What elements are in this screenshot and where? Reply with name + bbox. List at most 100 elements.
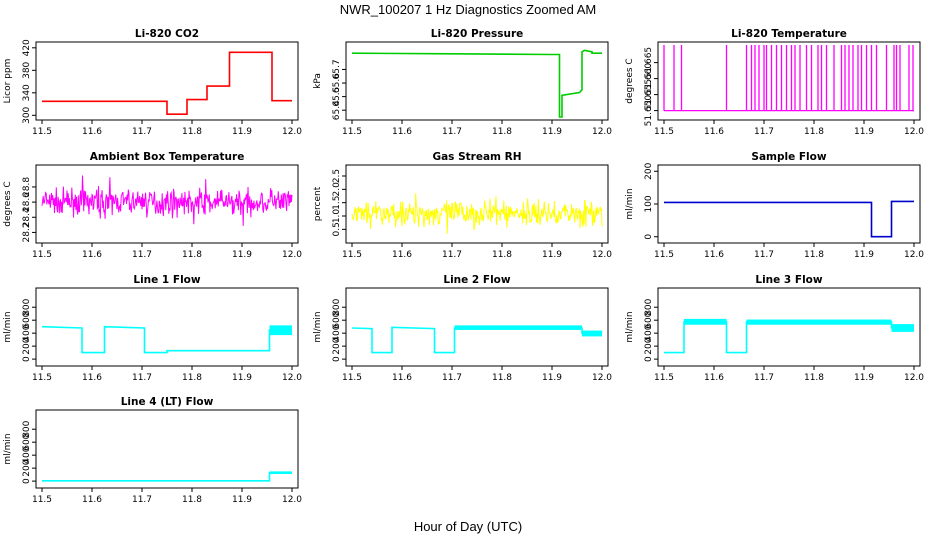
x-tick-label: 11.7 [442,127,462,137]
x-tick-label: 11.6 [704,373,724,383]
panel-9: Line 3 Flow 11.5 11.6 11.7 11.8 11.9 12.0 0 2004… [625,274,924,383]
y-axis-label: ml/min [625,311,635,342]
y-tick-label: 200 [332,337,342,354]
x-tick-label: 11.6 [392,250,412,260]
x-tick-label: 11.9 [542,373,562,383]
x-tick-label: 11.6 [704,250,724,260]
panel-title: Gas Stream RH [432,151,521,163]
panel-1: Li-820 CO2 11.5 11.6 11.7 11.8 11.9 12.0 300 340… [3,28,302,137]
data-line [351,49,602,118]
y-tick-label: 65.6 [332,73,342,93]
x-tick-label: 11.5 [32,495,52,505]
y-tick-label: 300 [22,106,32,123]
y-tick-label: 600 [644,311,654,328]
x-tick-label: 11.5 [654,373,674,383]
x-tick-label: 11.7 [132,127,152,137]
x-tick-label: 11.6 [392,127,412,137]
x-tick-label: 11.6 [82,250,102,260]
panel-8: Line 2 Flow 11.5 11.6 11.7 11.8 11.9 12.0 0 2004… [313,274,612,383]
y-tick-label: 0 [22,356,32,362]
panel-10: Line 4 (LT) Flow 11.5 11.6 11.7 11.8 11.9 12.0… [3,396,302,505]
x-tick-label: 11.6 [704,127,724,137]
y-axis-label: ml/min [625,188,635,219]
data-line [42,471,292,482]
x-tick-label: 11.7 [442,373,462,383]
x-tick-label: 11.8 [182,373,202,383]
plot-frame [657,41,921,121]
y-tick-label: 28.8 [22,177,32,197]
x-tick-label: 11.7 [132,373,152,383]
figure-x-axis-label: Hour of Day (UTC) [414,519,522,534]
y-tick-label: 51.665 [644,47,654,79]
panel-title: Line 2 Flow [443,274,510,286]
figure-title: NWR_100207 1 Hz Diagnostics Zoomed AM [340,2,597,17]
x-tick-label: 11.6 [82,127,102,137]
data-line [664,320,914,354]
x-tick-label: 11.7 [754,373,774,383]
x-tick-label: 12.0 [904,250,924,260]
y-tick-label: 0 [644,234,654,240]
x-tick-label: 11.7 [132,495,152,505]
x-tick-label: 11.5 [32,373,52,383]
y-tick-label: 400 [22,324,32,341]
y-axis-label: ml/min [3,433,13,464]
x-tick-label: 11.5 [342,127,362,137]
x-tick-label: 12.0 [282,495,302,505]
y-tick-label: 0 [332,356,342,362]
panel-title: Sample Flow [751,151,826,163]
y-tick-label: 600 [22,311,32,328]
x-tick-label: 12.0 [592,127,612,137]
x-tick-label: 11.8 [182,495,202,505]
y-axis-label: ml/min [313,311,323,342]
panel-title: Li-820 Pressure [431,28,524,40]
x-tick-label: 12.0 [904,127,924,137]
y-tick-label: 28.2 [22,222,32,242]
y-tick-label: 400 [22,446,32,463]
panel-title: Line 1 Flow [133,274,200,286]
y-tick-label: 28.6 [22,192,32,212]
panel-title: Ambient Box Temperature [90,151,245,163]
y-tick-label: 1.5 [332,196,342,210]
y-tick-label: 65.5 [332,87,342,107]
x-tick-label: 11.5 [342,250,362,260]
panel-2: Li-820 Pressure 11.5 11.6 11.7 11.8 11.9 12.0 6… [313,28,612,137]
x-tick-label: 11.8 [492,250,512,260]
plot-frame [657,287,921,367]
panel-title: Line 4 (LT) Flow [121,396,214,408]
x-tick-label: 12.0 [592,373,612,383]
panel-6: Sample Flow 11.5 11.6 11.7 11.8 11.9 12.0 0 100 2… [625,151,924,260]
x-tick-label: 11.6 [82,373,102,383]
x-tick-label: 11.7 [754,250,774,260]
plot-frame [35,41,299,121]
x-tick-label: 11.9 [854,373,874,383]
data-line [351,193,603,234]
y-tick-label: 420 [22,39,32,56]
y-axis-label: percent [313,186,323,221]
y-tick-label: 400 [644,324,654,341]
x-tick-label: 11.8 [804,127,824,137]
data-line [42,51,292,115]
y-tick-label: 0 [644,356,654,362]
data-line [351,326,602,354]
x-tick-label: 11.8 [492,127,512,137]
y-tick-label: 1.0 [332,209,342,224]
x-tick-label: 11.9 [854,250,874,260]
y-tick-label: 800 [22,420,32,437]
x-tick-label: 11.7 [132,250,152,260]
data-line [41,175,293,226]
x-tick-label: 11.9 [232,495,252,505]
y-tick-label: 800 [22,298,32,315]
x-tick-label: 11.6 [392,373,412,383]
y-tick-label: 600 [22,433,32,450]
x-tick-label: 11.5 [342,373,362,383]
x-tick-label: 11.8 [182,127,202,137]
y-tick-label: 28.4 [22,207,32,227]
y-axis-label: ml/min [3,311,13,342]
x-tick-label: 11.7 [754,127,774,137]
panel-title: Li-820 Temperature [731,28,847,40]
x-tick-label: 11.5 [654,127,674,137]
x-tick-label: 11.9 [542,250,562,260]
y-axis-label: Licor ppm [3,59,13,104]
plot-frame [345,287,609,367]
